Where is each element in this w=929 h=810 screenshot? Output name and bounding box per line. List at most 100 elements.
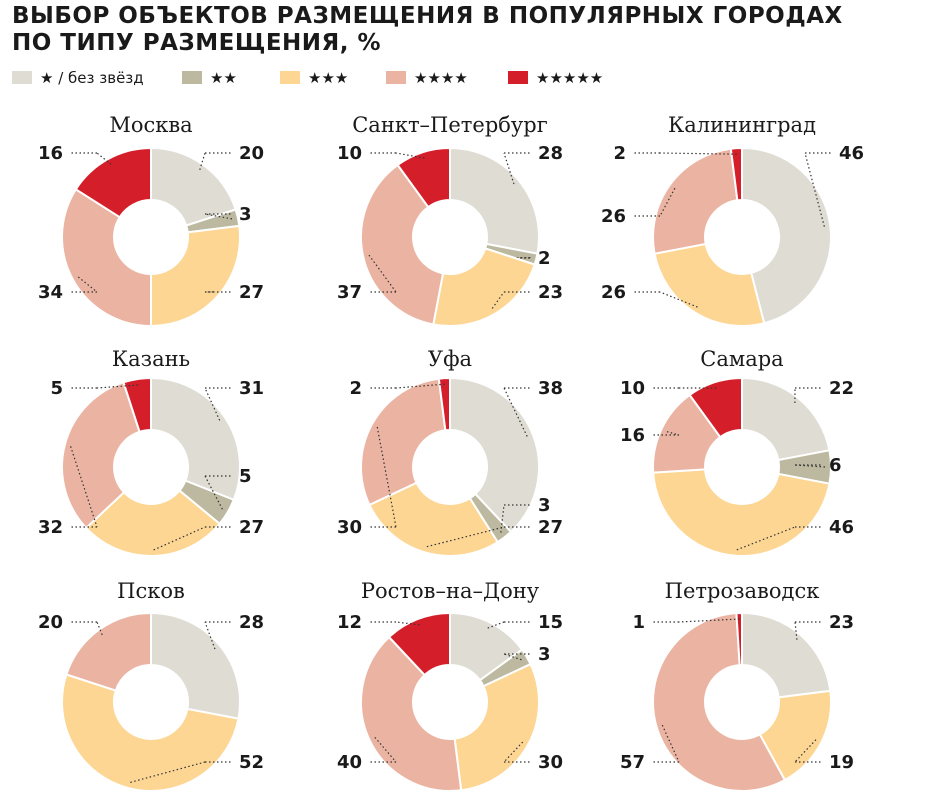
city-name: Самара	[700, 347, 783, 371]
leader-line	[794, 621, 798, 640]
data-label: 12	[337, 612, 362, 633]
legend-swatch	[12, 71, 32, 84]
city-name: Москва	[109, 113, 192, 137]
data-label: 30	[337, 517, 362, 538]
data-label: 19	[829, 752, 854, 773]
donut-slice	[652, 147, 739, 255]
data-label: 16	[620, 425, 645, 446]
donut-slice	[453, 662, 540, 792]
data-label: 26	[601, 206, 626, 227]
leader-line	[130, 761, 206, 783]
data-label: 5	[239, 466, 252, 487]
data-label: 32	[38, 517, 63, 538]
donut-ufa: Уфа 38 327 30 2	[337, 347, 563, 557]
donut-petrozavodsk: Петрозаводск 23 19 57 1	[620, 579, 854, 792]
data-label: 30	[538, 752, 563, 773]
data-label: 46	[839, 143, 864, 164]
data-label: 22	[829, 378, 854, 399]
city-name: Петрозаводск	[665, 579, 820, 603]
leader-line	[491, 291, 505, 309]
legend-swatch	[508, 71, 528, 84]
leader-line	[376, 426, 397, 528]
leader-line	[204, 621, 216, 650]
donut-slice	[122, 376, 152, 434]
legend-label: ★★	[210, 69, 237, 87]
donut-slice	[150, 611, 241, 720]
data-label: 10	[620, 378, 645, 399]
donut-slice	[65, 611, 152, 692]
donut-slice	[758, 689, 832, 782]
leader-line	[659, 152, 737, 155]
leader-line	[395, 383, 445, 389]
legend-label: ★ / без звёзд	[40, 69, 144, 87]
donut-slice	[741, 376, 831, 462]
data-label: 3	[538, 495, 551, 516]
donut-kazan: Казань 31 5 27 32 5	[38, 347, 264, 557]
leader-line	[96, 152, 112, 165]
donut-slice	[688, 376, 743, 439]
legend-swatch	[386, 71, 406, 84]
donut-slice	[74, 146, 152, 219]
donut-slice	[61, 673, 240, 792]
donut-slice	[652, 468, 831, 557]
data-label: 5	[50, 378, 63, 399]
data-label: 37	[337, 282, 362, 303]
donut-slice	[150, 224, 241, 328]
leader-line	[96, 384, 139, 389]
donut-slice	[652, 612, 787, 792]
data-label: 46	[829, 517, 854, 538]
leader-line	[804, 152, 825, 227]
city-name: Казань	[112, 347, 190, 371]
data-label: 6	[829, 455, 842, 476]
data-label: 31	[239, 378, 264, 399]
data-label: 38	[538, 378, 563, 399]
data-label: 2	[538, 248, 551, 269]
city-name: Псков	[117, 579, 185, 603]
donut-slice	[150, 376, 241, 502]
data-label: 3	[538, 644, 551, 665]
donut-slice	[61, 381, 141, 530]
data-label: 57	[620, 752, 645, 773]
donut-slice	[437, 376, 451, 432]
leader-line	[374, 736, 397, 763]
donut-slice	[653, 242, 766, 327]
leader-line	[77, 276, 98, 293]
leader-line	[503, 152, 515, 185]
donut-slice	[729, 146, 743, 202]
leader-line	[204, 213, 233, 220]
donut-slice	[449, 146, 540, 255]
data-label: 52	[239, 752, 264, 773]
data-label: 40	[337, 752, 362, 773]
donut-slice	[360, 377, 447, 507]
data-label: 34	[38, 282, 63, 303]
data-label: 3	[239, 204, 252, 225]
donut-slice	[432, 247, 536, 327]
donut-slice	[360, 635, 463, 792]
donut-slice	[84, 489, 221, 557]
data-label: 27	[538, 517, 563, 538]
donut-slice	[735, 611, 743, 667]
donut-slice	[360, 163, 445, 326]
leader-line	[659, 187, 676, 217]
data-label: 2	[349, 378, 362, 399]
data-label: 10	[337, 143, 362, 164]
leader-line	[153, 526, 206, 551]
leader-line	[426, 526, 505, 548]
leader-line	[661, 724, 680, 763]
city-name: Ростов–на–Дону	[361, 579, 540, 603]
data-label: 2	[613, 143, 626, 164]
data-label: 27	[239, 282, 264, 303]
data-label: 23	[829, 612, 854, 633]
city-name: Уфа	[428, 347, 472, 371]
data-label: 28	[538, 143, 563, 164]
leader-line	[503, 741, 524, 763]
title-line-1: ВЫБОР ОБЪЕКТОВ РАЗМЕЩЕНИЯ В ПОПУЛЯРНЫХ Г…	[12, 3, 843, 29]
leader-line	[659, 291, 698, 308]
donut-slice	[387, 611, 451, 677]
donut-pskov: Псков 28 52 20	[38, 579, 264, 792]
leader-line	[503, 387, 528, 437]
data-label: 1	[632, 612, 645, 633]
data-label: 28	[239, 612, 264, 633]
